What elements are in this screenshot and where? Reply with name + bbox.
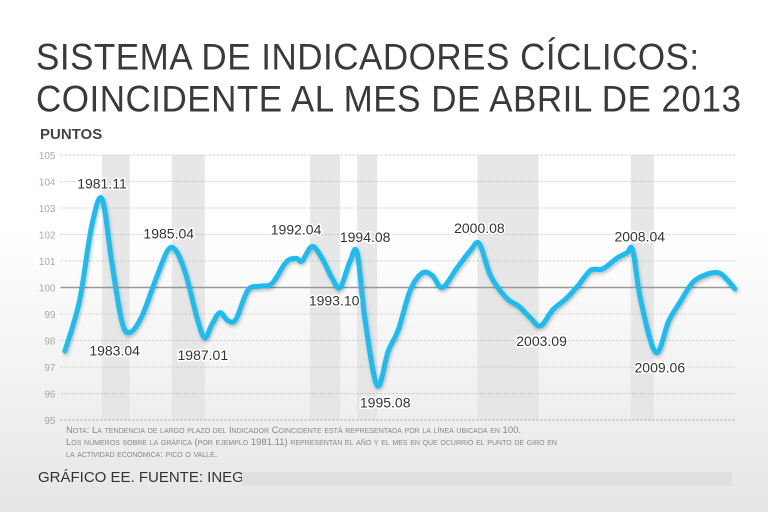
y-tick-label: 96: [44, 390, 56, 401]
turning-point-label: 2000.08: [454, 220, 505, 236]
note-line-2: Los números sobre la gráfica (por ejempl…: [66, 437, 557, 448]
y-tick-label: 98: [44, 337, 56, 348]
turning-point-label: 1992.04: [271, 221, 322, 237]
series-line-coincidente: [62, 195, 738, 389]
turning-point-label: 1993.10: [309, 293, 360, 309]
y-tick-label: 95: [44, 416, 56, 427]
chart-title-line2: COINCIDENTE AL MES DE ABRIL DE 2013: [36, 79, 742, 120]
y-tick-label: 104: [39, 178, 56, 189]
turning-point-label: 2008.04: [614, 228, 665, 244]
turning-point-label: 1995.08: [360, 395, 411, 411]
y-tick-label: 102: [39, 231, 56, 242]
y-tick-label: 105: [39, 151, 56, 162]
y-axis-label: PUNTOS: [40, 126, 103, 143]
turning-point-label: 2009.06: [635, 359, 686, 375]
note-line-3: la actividad económica: pico o valle.: [66, 449, 218, 460]
turning-point-label: 2003.09: [516, 333, 567, 349]
turning-point-label: 1987.01: [178, 347, 229, 363]
note-line-1: Nota: La tendencia de largo plazo del In…: [66, 425, 522, 436]
turning-point-label: 1983.04: [89, 343, 140, 359]
source-bar: [242, 472, 732, 486]
y-tick-label: 101: [39, 257, 56, 268]
y-tick-label: 103: [39, 204, 56, 215]
source-credit: GRÁFICO EE. FUENTE: INEGI.: [38, 469, 253, 486]
turning-point-label: 1981.11: [77, 176, 127, 192]
turning-point-label: 1994.08: [340, 229, 391, 245]
y-tick-label: 97: [44, 363, 56, 374]
turning-point-label: 1985.04: [143, 225, 194, 241]
chart-title-line1: SISTEMA DE INDICADORES CÍCLICOS:: [36, 37, 700, 78]
y-tick-label: 99: [44, 310, 56, 321]
y-tick-label: 100: [39, 284, 56, 295]
